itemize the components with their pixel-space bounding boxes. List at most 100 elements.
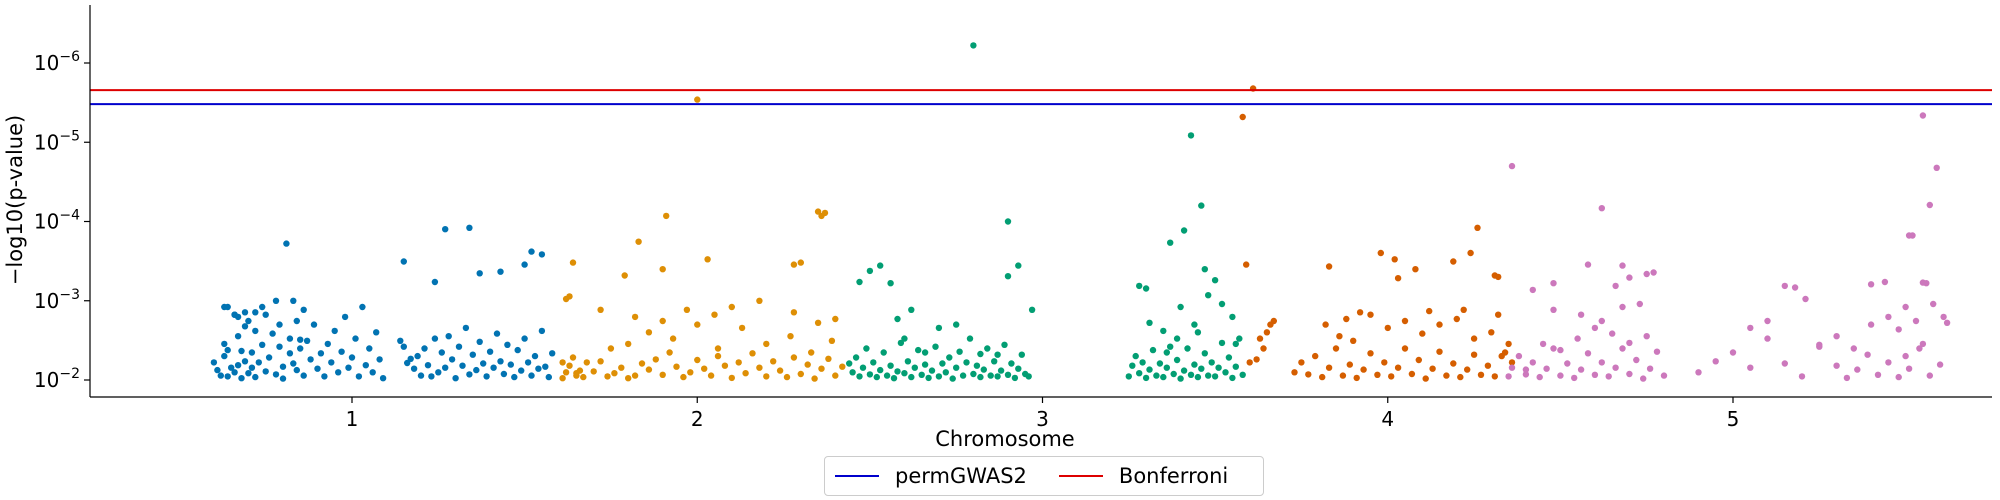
data-point [735, 359, 742, 366]
data-point [1160, 373, 1167, 381]
data-point [379, 375, 387, 382]
data-point [1367, 311, 1374, 318]
data-point [638, 360, 646, 367]
data-point [1660, 372, 1668, 379]
data-point [286, 335, 294, 342]
data-point [1564, 360, 1571, 367]
data-point [1001, 341, 1008, 348]
data-point [1263, 329, 1271, 336]
data-point [1729, 349, 1737, 356]
data-point [1488, 329, 1495, 336]
data-point [231, 369, 238, 376]
data-point [286, 350, 294, 357]
data-point [1833, 333, 1840, 340]
data-point [763, 340, 770, 348]
data-point [1895, 326, 1902, 333]
data-point [234, 362, 242, 369]
data-point [438, 349, 445, 356]
data-point [500, 370, 508, 378]
data-point [1747, 324, 1754, 332]
data-point [1626, 370, 1633, 378]
data-point [977, 373, 984, 381]
data-point [1343, 315, 1350, 323]
data-point [566, 293, 573, 300]
data-point [1422, 375, 1429, 382]
data-point [1391, 256, 1398, 263]
x-tick-label: 3 [1036, 407, 1049, 431]
data-point [272, 371, 280, 378]
data-point [604, 373, 611, 380]
data-point [255, 359, 262, 366]
data-point [1160, 327, 1167, 335]
data-point [338, 348, 345, 355]
data-point [897, 339, 905, 347]
data-point [1467, 249, 1474, 257]
data-point [1591, 371, 1599, 378]
data-point [797, 259, 804, 266]
data-point [1909, 232, 1916, 239]
data-point [597, 358, 604, 365]
data-point [1515, 352, 1523, 360]
data-point [1843, 374, 1851, 382]
data-point [238, 375, 245, 382]
data-point [297, 345, 304, 352]
data-point [259, 341, 266, 348]
data-point [431, 335, 439, 342]
legend-label-permgwas2: permGWAS2 [895, 464, 1027, 488]
data-point [335, 369, 342, 376]
data-point [224, 346, 231, 354]
data-point [1177, 375, 1184, 382]
data-point [1598, 317, 1606, 325]
data-point [611, 370, 618, 377]
data-point [442, 364, 449, 371]
data-point [265, 354, 273, 361]
data-point [366, 345, 373, 352]
data-point [476, 338, 483, 345]
data-point [683, 306, 691, 313]
data-point [1312, 352, 1319, 360]
data-point [1156, 360, 1164, 367]
data-point [1457, 373, 1464, 381]
legend-label-bonferroni: Bonferroni [1118, 464, 1229, 488]
data-point [234, 333, 242, 340]
data-point [224, 303, 231, 311]
data-point [431, 278, 439, 286]
data-point [1598, 359, 1606, 366]
data-point [1008, 360, 1015, 367]
data-point [1270, 317, 1278, 325]
data-point [1004, 218, 1012, 225]
data-point [421, 345, 428, 352]
data-point [569, 259, 577, 266]
data-point [783, 373, 791, 381]
data-point [738, 324, 746, 332]
data-point [259, 303, 266, 311]
data-point [659, 266, 666, 273]
data-point [245, 370, 252, 377]
data-point [1926, 201, 1934, 209]
data-point [1508, 364, 1516, 371]
x-axis-label: Chromosome [935, 427, 1074, 451]
legend-item-permgwas2: permGWAS2 [835, 464, 1027, 488]
data-point [1015, 262, 1022, 269]
data-point [1584, 350, 1592, 357]
data-point [1125, 373, 1133, 380]
data-point [790, 309, 798, 316]
data-point [818, 365, 825, 372]
data-point [1381, 359, 1388, 366]
data-point [1885, 313, 1892, 321]
data-point [1450, 258, 1457, 265]
data-point [1885, 359, 1892, 366]
data-point [1495, 273, 1502, 281]
data-point [1218, 339, 1226, 347]
data-point [528, 248, 535, 255]
threshold-lines [90, 89, 1992, 106]
data-point [1426, 307, 1433, 315]
data-point [1619, 262, 1626, 269]
data-point [483, 373, 490, 380]
data-point [224, 373, 231, 380]
data-point [908, 373, 915, 381]
data-point [925, 374, 932, 382]
data-point [883, 372, 891, 379]
data-point [1854, 366, 1861, 373]
data-point [518, 367, 525, 374]
